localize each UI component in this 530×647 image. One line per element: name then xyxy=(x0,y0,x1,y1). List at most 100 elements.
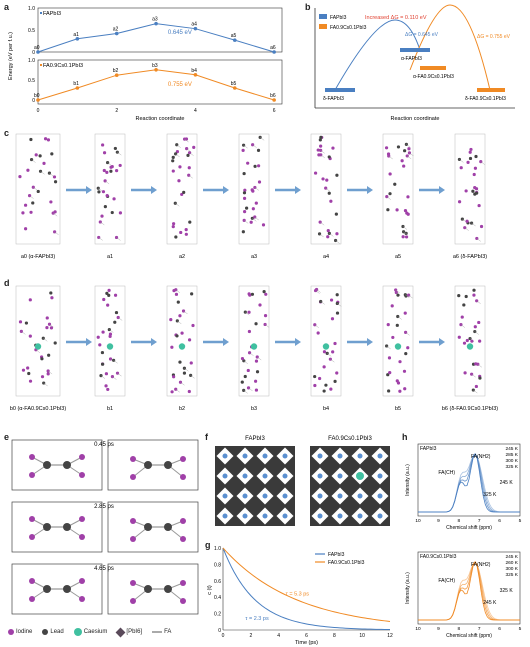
bond xyxy=(100,375,106,379)
x-tick-label: 0 xyxy=(222,633,225,639)
panel-letter-h: h xyxy=(402,432,408,442)
y-axis-label: Energy (eV per f.u.) xyxy=(8,32,14,80)
atom xyxy=(178,165,182,169)
x-tick-label: 2 xyxy=(249,633,252,639)
dg-orange-label: ΔG = 0.755 eV xyxy=(477,34,511,40)
atom xyxy=(335,311,340,315)
atom xyxy=(250,188,254,192)
unit-cell-box xyxy=(454,133,486,245)
bond xyxy=(471,222,476,227)
atom xyxy=(471,189,475,193)
bond xyxy=(243,145,248,149)
atom xyxy=(390,304,394,308)
atom xyxy=(102,168,106,173)
bond xyxy=(107,162,112,166)
y-tick-label: 0 xyxy=(32,98,35,104)
atom xyxy=(313,323,317,327)
fa-density xyxy=(282,473,288,479)
bond xyxy=(98,237,103,241)
atom xyxy=(250,292,255,296)
atom xyxy=(318,138,322,142)
atom xyxy=(316,148,320,152)
atom xyxy=(246,368,250,373)
dg-blue-label: ΔG = 0.645 eV xyxy=(405,32,439,38)
atom xyxy=(27,194,32,198)
bond xyxy=(248,387,253,392)
bond xyxy=(29,195,34,199)
panel-letter-f: f xyxy=(205,432,208,442)
atom xyxy=(463,371,467,375)
atom xyxy=(176,300,180,304)
temperature-side-label: 245 K xyxy=(500,480,514,486)
bond xyxy=(118,317,123,321)
atom xyxy=(475,191,479,195)
y-axis-label: Intensity (a.u.) xyxy=(405,572,411,604)
atom xyxy=(403,311,407,315)
arrow-head xyxy=(86,186,92,194)
atom xyxy=(171,155,175,159)
x-axis-label: Chemical shift (ppm) xyxy=(446,633,492,639)
data-point xyxy=(75,86,80,90)
atom xyxy=(187,173,191,177)
x-tick-label: 8 xyxy=(457,518,460,524)
atom xyxy=(329,298,334,302)
alpha-fapbi3-level xyxy=(400,48,430,52)
atom xyxy=(172,222,176,226)
atom xyxy=(27,371,31,376)
data-point xyxy=(193,26,198,31)
atom xyxy=(191,323,195,328)
atom xyxy=(79,534,85,540)
bond xyxy=(117,373,122,377)
atom xyxy=(180,474,186,480)
atom xyxy=(405,154,409,158)
atom xyxy=(384,146,389,150)
atom xyxy=(38,154,42,158)
bond xyxy=(189,152,194,156)
point-label: a1 xyxy=(73,32,79,38)
atom xyxy=(326,235,330,239)
atom xyxy=(102,297,106,302)
atom xyxy=(462,341,467,345)
atom xyxy=(42,161,46,165)
temperature-label: 300 K xyxy=(505,458,518,464)
atom xyxy=(257,180,262,184)
fa-density xyxy=(317,453,323,459)
atom xyxy=(402,164,406,168)
atom xyxy=(322,389,326,393)
atom xyxy=(331,350,335,354)
atom xyxy=(113,320,117,324)
atom xyxy=(328,357,332,361)
atom xyxy=(113,146,117,151)
atom xyxy=(105,193,109,198)
atom xyxy=(144,523,152,531)
atom xyxy=(247,329,252,334)
atom xyxy=(335,232,339,236)
unit-cell-box xyxy=(454,285,486,397)
atom xyxy=(333,341,337,346)
atom xyxy=(319,135,323,139)
state-label: δ-FA0.9Cs0.1PbI3 xyxy=(465,96,506,102)
atom xyxy=(29,596,35,602)
time-label: 4.65 ps xyxy=(94,566,114,572)
barrier-annotation: 0.755 eV xyxy=(168,82,192,88)
atom xyxy=(101,190,106,194)
temperature-label: 325 K xyxy=(505,464,518,470)
atom xyxy=(322,365,326,369)
caesium-dot-icon xyxy=(73,628,82,636)
atom xyxy=(254,201,258,205)
legend-fa-label: FA xyxy=(164,629,172,635)
point-label: b2 xyxy=(113,68,119,74)
atom xyxy=(262,290,266,294)
bond xyxy=(54,231,59,235)
temperature-label: 245 K xyxy=(505,554,518,560)
point-label: b5 xyxy=(231,81,237,87)
data-point xyxy=(193,73,198,77)
bond xyxy=(405,332,410,336)
atom xyxy=(43,461,51,469)
x-tick-label: 9 xyxy=(437,626,440,632)
spectrum-trace xyxy=(418,453,520,513)
caesium-atom xyxy=(394,343,402,350)
x-tick-label: 6 xyxy=(498,626,501,632)
fa-density xyxy=(377,453,383,459)
atom xyxy=(98,343,102,347)
